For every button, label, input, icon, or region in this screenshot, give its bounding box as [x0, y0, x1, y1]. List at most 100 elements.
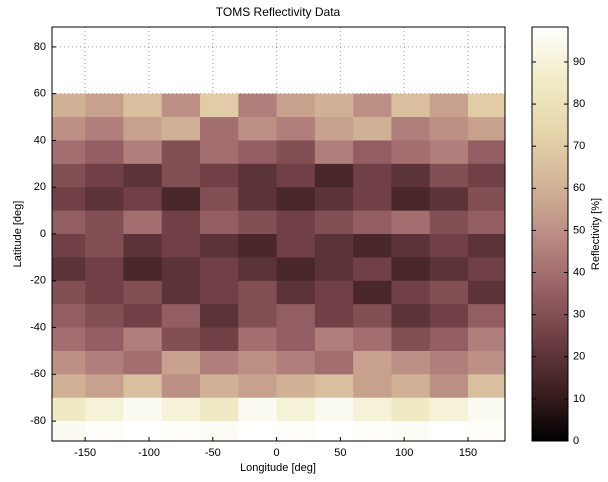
cell [123, 280, 163, 305]
cell [85, 350, 124, 375]
cell [161, 93, 201, 118]
x-tick-label: 50 [334, 447, 346, 459]
cell [314, 374, 354, 399]
cell [238, 374, 278, 399]
cell [200, 117, 239, 141]
y-tick-label: -40 [30, 321, 46, 333]
cell [123, 397, 163, 422]
cell [467, 280, 505, 305]
cell [238, 234, 278, 258]
cell [238, 187, 278, 212]
cell [353, 187, 392, 212]
colorbar-tick-label: 90 [573, 56, 585, 68]
cell [161, 257, 201, 282]
cell [123, 257, 163, 282]
cell [238, 93, 278, 118]
cell [123, 421, 163, 441]
cell [123, 374, 163, 399]
cell [85, 140, 124, 165]
cell [276, 304, 316, 329]
cell [429, 210, 469, 235]
x-tick-label: -150 [74, 447, 96, 459]
cell [238, 327, 278, 352]
cell [314, 280, 354, 305]
cell [314, 234, 354, 258]
y-tick-label: 20 [34, 181, 46, 193]
cell [467, 350, 505, 375]
cell [238, 210, 278, 235]
cell [391, 397, 431, 422]
cell [123, 350, 163, 375]
cell [52, 350, 86, 375]
cell [161, 397, 201, 422]
cell [238, 140, 278, 165]
cell [353, 397, 392, 422]
colorbar [531, 26, 569, 442]
cell [314, 350, 354, 375]
cell [123, 163, 163, 188]
cell [85, 304, 124, 329]
cell [238, 257, 278, 282]
cell [314, 187, 354, 212]
y-tick-label: -60 [30, 368, 46, 380]
cell [314, 163, 354, 188]
cell [52, 140, 86, 165]
colorbar-tick-label: 0 [573, 435, 579, 447]
x-tick-label: 100 [395, 447, 413, 459]
cell [467, 93, 505, 118]
cell [353, 304, 392, 329]
cell [391, 257, 431, 282]
cell [353, 210, 392, 235]
cell [52, 257, 86, 282]
cell [429, 117, 469, 141]
cell [52, 93, 86, 118]
colorbar-tick-label: 80 [573, 98, 585, 110]
cell [85, 327, 124, 352]
y-tick-label: 40 [34, 134, 46, 146]
cell [467, 163, 505, 188]
cell [391, 234, 431, 258]
cell [85, 163, 124, 188]
y-tick-label: 60 [34, 88, 46, 100]
cell [123, 210, 163, 235]
cell [200, 327, 239, 352]
cell [238, 304, 278, 329]
cell [353, 93, 392, 118]
cell [200, 234, 239, 258]
cell [429, 397, 469, 422]
cell [314, 421, 354, 441]
y-axis-label: Latitude [deg] [12, 201, 24, 268]
cell [161, 140, 201, 165]
cell [161, 350, 201, 375]
cell [429, 163, 469, 188]
cell [391, 280, 431, 305]
cell [238, 163, 278, 188]
cell [52, 374, 86, 399]
cell [353, 421, 392, 441]
cell [52, 304, 86, 329]
cell [276, 210, 316, 235]
cell [429, 327, 469, 352]
cell [391, 304, 431, 329]
cell [52, 117, 86, 141]
cell [52, 234, 86, 258]
cell [467, 210, 505, 235]
cell [429, 257, 469, 282]
cell [161, 234, 201, 258]
colorbar-tick-label: 10 [573, 393, 585, 405]
cell [200, 163, 239, 188]
cell [200, 304, 239, 329]
cell [429, 140, 469, 165]
cell [238, 397, 278, 422]
cell [123, 117, 163, 141]
cell [467, 117, 505, 141]
cell [391, 163, 431, 188]
cell [467, 374, 505, 399]
cell [429, 187, 469, 212]
cell [314, 93, 354, 118]
cell [85, 117, 124, 141]
cell [391, 350, 431, 375]
cell [161, 327, 201, 352]
cell [391, 374, 431, 399]
